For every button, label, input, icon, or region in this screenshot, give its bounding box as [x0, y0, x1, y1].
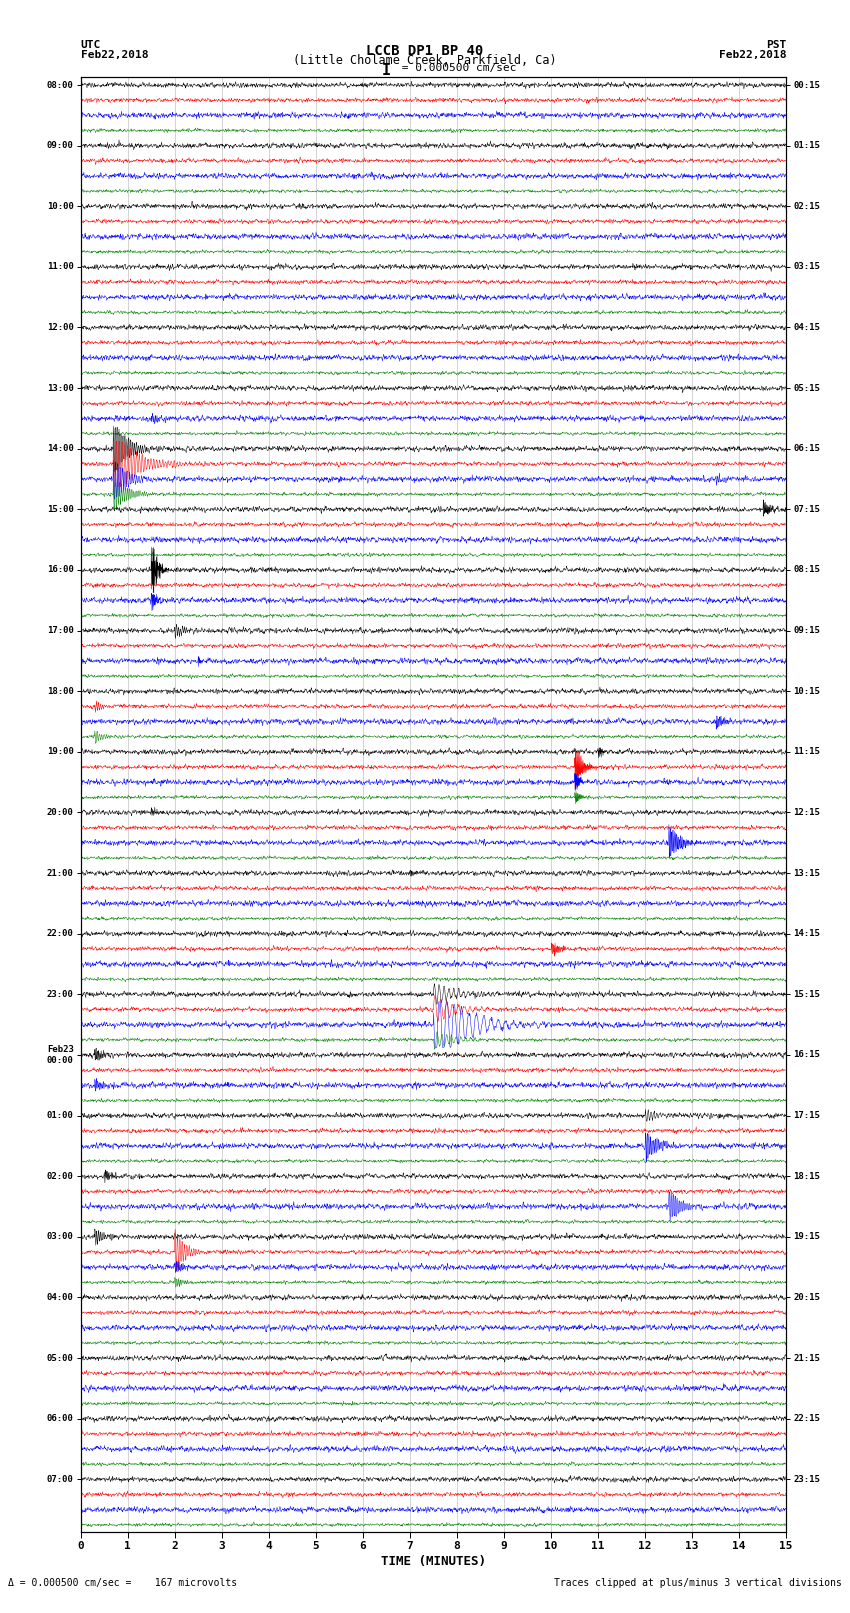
- Text: Traces clipped at plus/minus 3 vertical divisions: Traces clipped at plus/minus 3 vertical …: [553, 1578, 842, 1587]
- Text: Feb22,2018: Feb22,2018: [81, 50, 148, 60]
- Text: Δ = 0.000500 cm/sec =    167 microvolts: Δ = 0.000500 cm/sec = 167 microvolts: [8, 1578, 238, 1587]
- X-axis label: TIME (MINUTES): TIME (MINUTES): [381, 1555, 486, 1568]
- Text: = 0.000500 cm/sec: = 0.000500 cm/sec: [395, 63, 517, 73]
- Text: Feb22,2018: Feb22,2018: [719, 50, 786, 60]
- Text: PST: PST: [766, 40, 786, 50]
- Text: LCCB DP1 BP 40: LCCB DP1 BP 40: [366, 44, 484, 58]
- Text: I: I: [382, 63, 391, 77]
- Text: UTC: UTC: [81, 40, 101, 50]
- Text: (Little Cholame Creek, Parkfield, Ca): (Little Cholame Creek, Parkfield, Ca): [293, 53, 557, 68]
